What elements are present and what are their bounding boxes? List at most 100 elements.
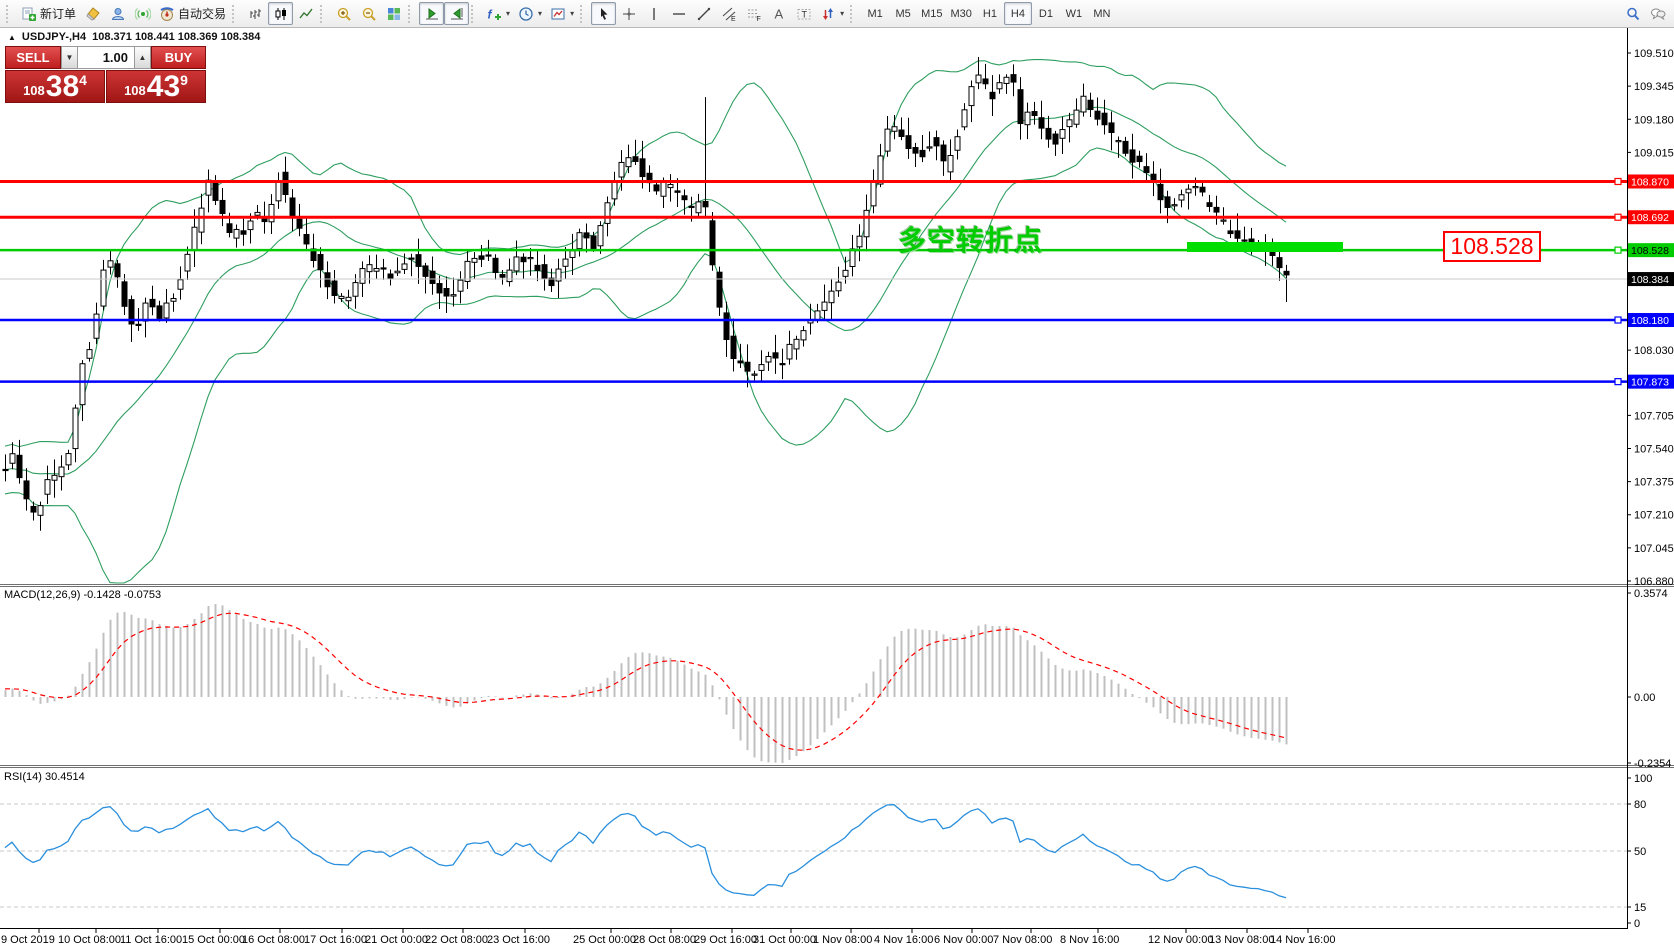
new-order-button[interactable]: 新订单 (17, 2, 80, 25)
volume-decrease-button[interactable]: ▼ (61, 46, 78, 69)
svg-text:F: F (756, 16, 760, 22)
symbol-ohlc: 108.371 108.441 108.369 108.384 (92, 31, 261, 43)
templates-icon (550, 6, 566, 22)
toolbar-group-handle (580, 4, 587, 23)
chat-button[interactable] (1645, 2, 1670, 25)
sell-button[interactable]: SELL (5, 46, 61, 69)
horizontal-level-lines[interactable] (0, 177, 1627, 386)
svg-text:107.210: 107.210 (1634, 510, 1674, 522)
svg-text:1 Nov 08:00: 1 Nov 08:00 (813, 934, 872, 946)
signals-button[interactable] (130, 2, 155, 25)
timeframe-m5-button[interactable]: M5 (889, 2, 917, 25)
volume-input[interactable] (78, 46, 134, 69)
svg-text:16 Oct 08:00: 16 Oct 08:00 (242, 934, 305, 946)
periods-button[interactable]: ▾ (514, 2, 546, 25)
timeframe-m15-button[interactable]: M15 (917, 2, 946, 25)
crosshair-icon (621, 6, 637, 22)
svg-text:107.705: 107.705 (1634, 410, 1674, 422)
chart-annotation-text: 多空转折点 (898, 225, 1044, 256)
price-axis[interactable]: 109.510 109.345 109.180 109.015 108.030 107.7… (1627, 48, 1674, 930)
arrows-button[interactable]: ▾ (816, 2, 848, 25)
svg-text:10 Oct 08:00: 10 Oct 08:00 (58, 934, 121, 946)
label-icon: T (796, 6, 812, 22)
timeframe-m30-button[interactable]: M30 (947, 2, 976, 25)
timeframe-h1-button[interactable]: H1 (976, 2, 1004, 25)
svg-text:109.510: 109.510 (1634, 48, 1674, 60)
fibonacci-icon: F (746, 6, 762, 23)
tile-windows-button[interactable] (381, 2, 406, 25)
svg-text:108.180: 108.180 (1631, 315, 1669, 327)
svg-text:108.030: 108.030 (1634, 345, 1674, 357)
zoom-out-button[interactable] (356, 2, 381, 25)
auto-trading-button[interactable]: 自动交易 (155, 2, 230, 25)
zoom-out-icon (361, 6, 377, 22)
svg-text:0: 0 (1634, 918, 1640, 930)
svg-text:MACD(12,26,9) -0.1428 -0.0753: MACD(12,26,9) -0.1428 -0.0753 (4, 589, 161, 601)
svg-text:107.873: 107.873 (1631, 377, 1669, 389)
svg-text:T: T (801, 9, 807, 19)
zoom-in-button[interactable] (331, 2, 356, 25)
line-chart-button[interactable] (293, 2, 318, 25)
svg-text:108.692: 108.692 (1631, 212, 1669, 224)
time-axis[interactable]: 9 Oct 2019 10 Oct 08:00 11 Oct 16:00 15 Oct… (1, 929, 1335, 946)
timeframe-m1-button[interactable]: M1 (861, 2, 889, 25)
collapse-icon[interactable]: ▲ (8, 32, 16, 42)
price-level-callout[interactable]: 108.528 (1443, 231, 1541, 262)
svg-text:108.384: 108.384 (1631, 274, 1669, 286)
panel-dividers[interactable] (0, 28, 1674, 929)
toolbar-group-handle (471, 4, 478, 23)
symbol-info: ▲ USDJPY-,H4 108.371 108.441 108.369 108… (8, 31, 260, 43)
toolbar: 新订单 自动交易 f ▾ ▾ ▾ E F A T ▾ M1 M5 M15 M30 H1 H4 D1 W1 MN (0, 0, 1674, 28)
svg-text:21 Oct 00:00: 21 Oct 00:00 (365, 934, 428, 946)
trendline-button[interactable] (691, 2, 716, 25)
fibonacci-button[interactable]: F (741, 2, 766, 25)
text-button[interactable]: A (766, 2, 791, 25)
cursor-button[interactable] (591, 2, 617, 25)
new-order-icon (21, 6, 37, 22)
dropdown-caret-icon: ▾ (506, 9, 511, 18)
svg-text:28 Oct 08:00: 28 Oct 08:00 (633, 934, 696, 946)
auto-trading-button-label: 自动交易 (178, 7, 227, 21)
templates-button[interactable]: ▾ (546, 2, 578, 25)
search-button[interactable] (1620, 2, 1645, 25)
svg-text:6 Nov 00:00: 6 Nov 00:00 (934, 934, 993, 946)
timeframe-w1-button[interactable]: W1 (1060, 2, 1088, 25)
svg-text:31 Oct 00:00: 31 Oct 00:00 (753, 934, 816, 946)
profile-icon (110, 6, 126, 22)
timeframe-d1-button[interactable]: D1 (1032, 2, 1060, 25)
dropdown-caret-icon: ▾ (538, 9, 543, 18)
buy-button[interactable]: BUY (151, 46, 206, 69)
buy-price-handle: 108 (124, 83, 146, 98)
vertical-line-button[interactable] (641, 2, 666, 25)
svg-text:23 Oct 16:00: 23 Oct 16:00 (487, 934, 550, 946)
profile-button[interactable] (105, 2, 130, 25)
svg-text:17 Oct 16:00: 17 Oct 16:00 (304, 934, 367, 946)
buy-price[interactable]: 108 43 9 (106, 70, 206, 103)
timeframe-mn-button[interactable]: MN (1088, 2, 1116, 25)
signal-icon (133, 6, 152, 22)
svg-text:29 Oct 16:00: 29 Oct 16:00 (694, 934, 757, 946)
crosshair-button[interactable] (616, 2, 641, 25)
svg-text:RSI(14) 30.4514: RSI(14) 30.4514 (4, 771, 85, 783)
volume-increase-button[interactable]: ▲ (134, 46, 151, 69)
eraser-button[interactable] (80, 2, 105, 25)
indicators-button[interactable]: f ▾ (482, 2, 514, 25)
horizontal-line-button[interactable] (666, 2, 691, 25)
sell-price-big: 38 (45, 70, 80, 103)
toolbar-group-handle (850, 4, 857, 23)
timeframe-h4-button[interactable]: H4 (1003, 2, 1032, 25)
equidistant-channel-button[interactable]: E (716, 2, 741, 25)
chart-shift-button[interactable] (444, 2, 470, 25)
svg-text:107.375: 107.375 (1634, 477, 1674, 489)
candlestick-button[interactable] (268, 2, 294, 25)
macd-indicator: MACD(12,26,9) -0.1428 -0.0753 (4, 589, 1288, 763)
line-chart-icon (298, 6, 314, 22)
dropdown-caret-icon: ▾ (840, 9, 845, 18)
text-label-button[interactable]: T (791, 2, 816, 25)
auto-scroll-button[interactable] (419, 2, 445, 25)
svg-text:109.015: 109.015 (1634, 147, 1674, 159)
bar-chart-button[interactable] (243, 2, 268, 25)
sell-price[interactable]: 108 38 4 (5, 70, 105, 103)
